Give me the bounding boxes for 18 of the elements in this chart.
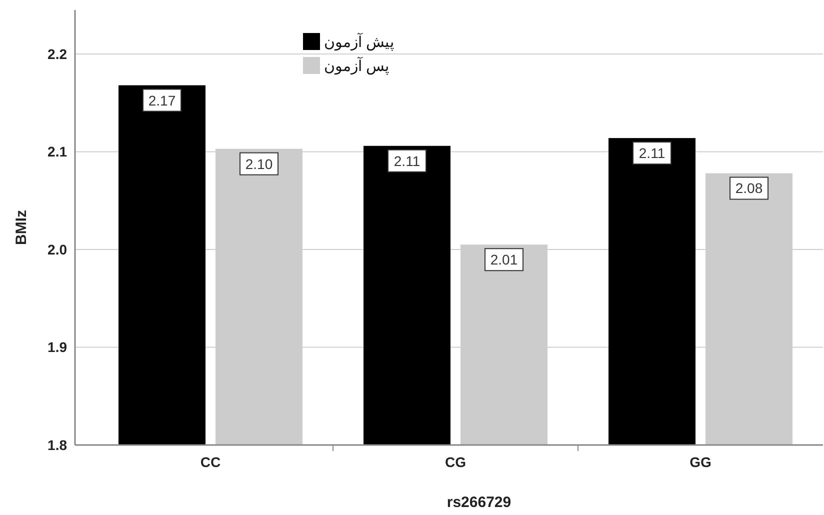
data-label: 2.11: [638, 145, 666, 162]
x-tick-label: CC: [200, 454, 221, 470]
data-label: 2.11: [394, 152, 420, 169]
y-axis-title: BMIz: [13, 210, 30, 245]
x-axis-title: rs266729: [446, 494, 512, 511]
data-label: 2.01: [490, 252, 518, 268]
legend-label: پس آزمون: [324, 57, 390, 75]
y-tick-label: 2.1: [48, 144, 68, 160]
data-label: 2.08: [735, 180, 763, 196]
y-tick-label: 1.9: [48, 339, 68, 356]
data-label: 2.10: [245, 156, 273, 172]
x-tick-label: CG: [445, 454, 466, 470]
y-tick-label: 2.0: [48, 241, 68, 258]
y-tick-label: 2.2: [48, 46, 68, 62]
legend-label: پیش آزمون: [324, 33, 394, 51]
y-tick-label: 1.8: [48, 437, 68, 453]
data-label: 2.17: [148, 92, 176, 108]
x-tick-label: GG: [690, 454, 712, 470]
